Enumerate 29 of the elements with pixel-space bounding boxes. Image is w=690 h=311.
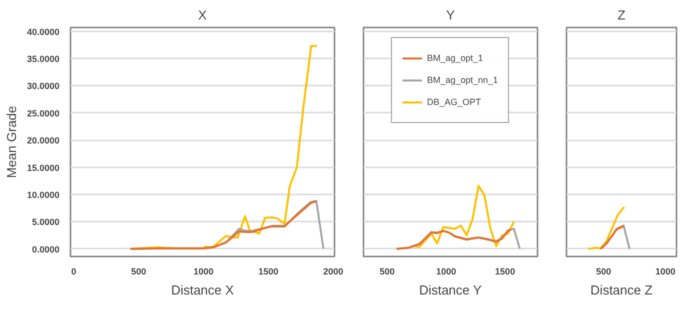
x-axis-title: Distance Z bbox=[590, 282, 653, 298]
chart-title: X bbox=[198, 8, 208, 22]
chart-title: Y bbox=[446, 8, 456, 22]
y-tick-label: 10.0000 bbox=[26, 190, 60, 200]
x-tick-label: 1500 bbox=[258, 266, 278, 276]
x-axis-title: Distance Y bbox=[419, 282, 482, 298]
y-tick-label: 30.0000 bbox=[26, 81, 60, 92]
y-tick-label: 20.0000 bbox=[26, 136, 60, 146]
y-tick-label: 5.0000 bbox=[32, 217, 60, 228]
x-tick-label: 500 bbox=[380, 266, 395, 276]
y-tick-label: 0.0000 bbox=[32, 244, 60, 254]
x-tick-label: 1000 bbox=[436, 266, 456, 276]
x-axis-title: Distance X bbox=[171, 282, 234, 298]
x-tick-label: 1500 bbox=[495, 266, 516, 276]
x-tick-label: 500 bbox=[131, 266, 146, 276]
legend-label: DB_AG_OPT bbox=[426, 96, 481, 108]
x-tick-label: 2000 bbox=[323, 266, 344, 276]
x-tick-label: 500 bbox=[596, 266, 612, 276]
x-tick-label: 1000 bbox=[655, 266, 676, 276]
chart-title: Z bbox=[618, 8, 626, 22]
y-tick-label: 25.0000 bbox=[26, 108, 60, 118]
y-axis-title: Mean Grade bbox=[4, 106, 19, 178]
legend-label: BM_ag_opt_1 bbox=[426, 52, 484, 64]
y-tick-label: 15.0000 bbox=[26, 162, 60, 173]
y-tick-label: 40.0000 bbox=[26, 26, 60, 37]
legend-label: BM_ag_opt_nn_1 bbox=[426, 74, 498, 86]
x-tick-label: 0 bbox=[71, 266, 76, 276]
x-tick-label: 1000 bbox=[193, 266, 214, 276]
y-tick-label: 35.0000 bbox=[26, 54, 60, 64]
